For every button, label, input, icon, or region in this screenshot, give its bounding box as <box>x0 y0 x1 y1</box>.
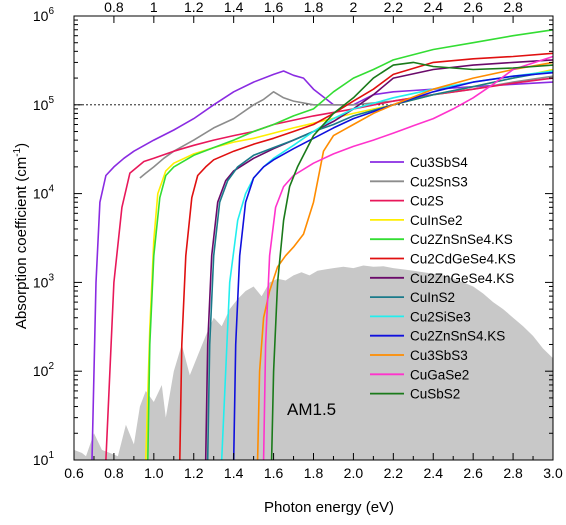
series-line-cu3sbs4 <box>91 70 554 461</box>
series-line-cugase2 <box>262 55 554 461</box>
x-tick-label: 0.6 <box>64 465 84 481</box>
y-tick-label: 103 <box>33 272 55 290</box>
legend-label-cu2znsns4-ks: Cu2ZnSnS4.KS <box>410 329 505 344</box>
y-axis-label-main: Absorption coefficient (cm <box>13 157 30 329</box>
top-tick-label: 2.4 <box>424 0 444 15</box>
legend-label-cu2cdgese4-ks: Cu2CdGeSe4.KS <box>410 252 516 267</box>
legend-label-cu2sise3: Cu2SiSe3 <box>410 309 471 324</box>
top-tick-label: 2.8 <box>503 0 523 15</box>
y-tick-label: 105 <box>33 95 55 113</box>
legend-label-cuins2: CuInS2 <box>410 290 455 305</box>
x-tick-label: 1.6 <box>264 465 284 481</box>
legend-label-cu2s: Cu2S <box>410 194 444 209</box>
x-tick-label: 3.0 <box>543 465 563 481</box>
top-tick-label: 1 <box>150 0 158 15</box>
series-line-cu2znsns4-ks <box>232 71 554 461</box>
x-tick-label: 1.0 <box>144 465 164 481</box>
x-tick-label: 1.4 <box>224 465 244 481</box>
top-tick-label: 1.2 <box>184 0 204 15</box>
series-line-cu2sns3 <box>139 75 554 179</box>
x-tick-label: 2.8 <box>503 465 523 481</box>
series-line-cuins2 <box>206 70 554 461</box>
series-line-cu2sise3 <box>220 70 554 461</box>
x-tick-label: 1.2 <box>184 465 204 481</box>
top-tick-label: 0.8 <box>104 0 124 15</box>
x-tick-label: 2.0 <box>344 465 364 481</box>
legend-label-cu2sns3: Cu2SnS3 <box>410 174 468 189</box>
am15-spectrum-area <box>74 265 553 460</box>
x-tick-label: 1.8 <box>304 465 324 481</box>
series-line-cu2znsnse4-ks <box>147 29 554 461</box>
x-axis-label: Photon energy (eV) <box>264 499 394 516</box>
x-tick-label: 2.4 <box>424 465 444 481</box>
legend-label-cuinse2: CuInSe2 <box>410 213 463 228</box>
x-tick-label: 0.8 <box>104 465 124 481</box>
series-line-cusbs2 <box>270 61 554 461</box>
y-axis-label-exponent: -1 <box>12 147 23 156</box>
top-tick-label: 1.4 <box>224 0 244 15</box>
axes-layer: 0.6 0.8 1.0 1.2 1.4 1.6 1.8 2.0 2.2 2.4 2.6 2.8 3.0 0… <box>33 0 563 481</box>
series-layer <box>91 29 554 461</box>
x-tick-label: 2.2 <box>384 465 404 481</box>
am15-annotation: AM1.5 <box>287 400 336 419</box>
x-tick-label: 2.6 <box>463 465 483 481</box>
y-tick-label: 106 <box>33 6 55 24</box>
legend-label-cu2zngese4-ks: Cu2ZnGeSe4.KS <box>410 271 514 286</box>
y-tick-label: 104 <box>33 184 55 202</box>
legend: Cu3SbS4 Cu2SnS3 Cu2S CuInSe2 Cu2ZnSnSe4.KS Cu… <box>370 155 516 402</box>
top-tick-label: 1.8 <box>304 0 324 15</box>
legend-label-cugase2: CuGaSe2 <box>410 367 469 382</box>
y-tick-label: 102 <box>33 361 55 379</box>
am15-spectrum-layer <box>74 265 553 460</box>
legend-label-cu3sbs4: Cu3SbS4 <box>410 155 468 170</box>
legend-label-cu2znsnse4-ks: Cu2ZnSnSe4.KS <box>410 232 513 247</box>
top-tick-label: 2.2 <box>384 0 404 15</box>
y-axis-label-close: ) <box>13 143 30 148</box>
legend-label-cu3sbs3: Cu3SbS3 <box>410 348 468 363</box>
top-tick-label: 2 <box>350 0 358 15</box>
y-tick-label: 101 <box>33 450 55 468</box>
top-tick-label: 1.6 <box>264 0 284 15</box>
legend-label-cusbs2: CuSbS2 <box>410 387 460 402</box>
y-axis-label: Absorption coefficient (cm-1) <box>12 143 30 329</box>
top-tick-label: 2.6 <box>463 0 483 15</box>
